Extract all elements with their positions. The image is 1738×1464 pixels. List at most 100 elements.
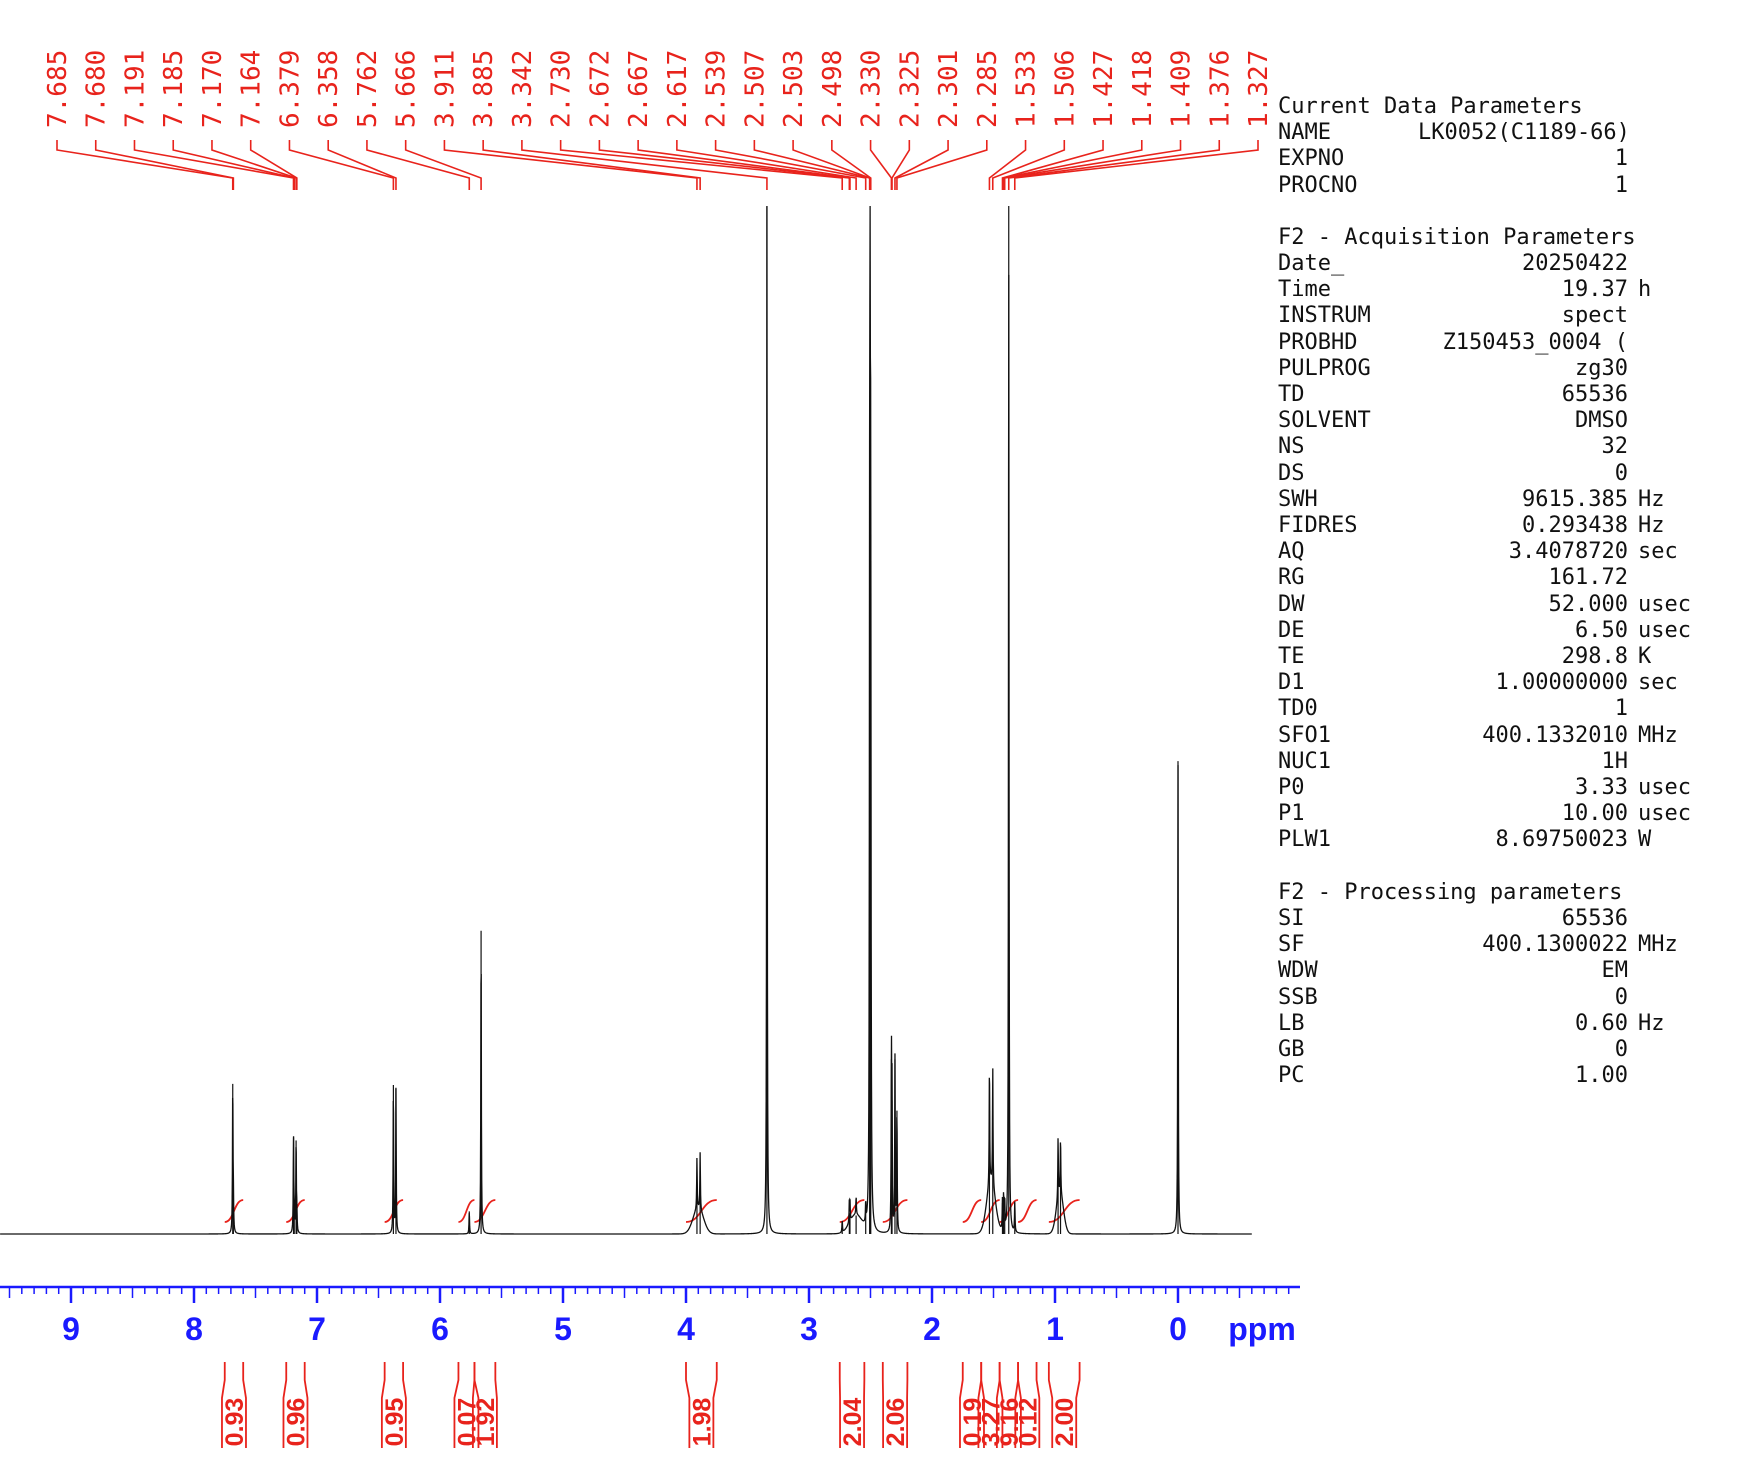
parameter-name: AQ (1278, 539, 1305, 565)
parameter-name: GB (1278, 1036, 1305, 1062)
parameter-group-title: Current Data Parameters (1278, 94, 1583, 119)
peak-leader-line (133, 140, 295, 190)
peak-leader-line (366, 140, 471, 190)
parameter-value: 1.00 (1575, 1063, 1628, 1089)
peak-label: 2.503 (779, 50, 809, 128)
integral-bracket (471, 1362, 498, 1448)
parameter-value: 0 (1614, 984, 1628, 1010)
parameter-name: PROCNO (1278, 172, 1358, 198)
parameter-unit: K (1638, 644, 1652, 670)
peak-leader-line (637, 140, 851, 190)
parameter-name: PULPROG (1278, 355, 1371, 381)
parameter-unit (1628, 906, 1638, 932)
peak-label: 2.730 (547, 50, 577, 128)
parameter-unit: usec (1638, 617, 1691, 643)
peak-leader-line (831, 140, 872, 190)
parameter-row: LB 0.60 Hz (1278, 1011, 1728, 1037)
parameter-row: PROBHD Z150453_0004 ( (1278, 330, 1728, 356)
parameter-unit: usec (1638, 591, 1691, 617)
parameter-name: P0 (1278, 775, 1305, 801)
peak-label: 7.685 (43, 50, 73, 128)
parameter-row: INSTRUM spect (1278, 303, 1728, 329)
parameter-value: 1.00000000 (1495, 670, 1628, 696)
parameter-unit (1628, 146, 1638, 172)
parameter-name: LB (1278, 1010, 1305, 1036)
parameter-name: FIDRES (1278, 513, 1358, 539)
axis-tick-label: 8 (185, 1311, 203, 1347)
parameter-name: WDW (1278, 958, 1318, 984)
integral-bracket (1047, 1362, 1081, 1448)
peak-leader-line (988, 140, 1027, 190)
parameter-name: SF (1278, 932, 1305, 958)
peak-leader-line (404, 140, 482, 190)
integral-bracket (838, 1362, 866, 1448)
parameter-name: NUC1 (1278, 748, 1331, 774)
parameter-value: 0 (1614, 1036, 1628, 1062)
parameter-unit (1628, 356, 1638, 382)
parameter-row: FIDRES 0.293438 Hz (1278, 513, 1728, 539)
peak-label: 2.285 (973, 50, 1003, 128)
integral-value: 0.07 (453, 1398, 481, 1447)
integral-bracket (881, 1362, 909, 1448)
parameter-value: 0.60 (1575, 1010, 1628, 1036)
parameter-group-title: F2 - Acquisition Parameters (1278, 224, 1636, 250)
peak-leader-line (521, 140, 768, 190)
peak-label: 2.498 (818, 50, 848, 128)
parameter-name: SI (1278, 905, 1305, 931)
parameter-value: spect (1561, 303, 1628, 329)
parameter-unit: Hz (1638, 1010, 1665, 1036)
parameter-unit (1628, 251, 1638, 277)
peak-label: 2.507 (740, 50, 770, 128)
axis-tick-label: 9 (62, 1311, 80, 1347)
parameter-name: PLW1 (1278, 827, 1331, 853)
parameter-name: EXPNO (1278, 146, 1345, 172)
parameter-name: P1 (1278, 801, 1305, 827)
peak-label: 6.379 (275, 50, 305, 128)
parameter-name: DE (1278, 617, 1305, 643)
peak-leader-line (211, 140, 297, 190)
parameter-row: NUC1 1H (1278, 749, 1728, 775)
parameter-unit: MHz (1638, 722, 1678, 748)
peak-leader-line (891, 140, 911, 190)
integral-curve (962, 1199, 982, 1223)
parameter-row: NS 32 (1278, 434, 1728, 460)
axis-tick-label: 6 (431, 1311, 449, 1347)
parameter-unit (1628, 434, 1638, 460)
parameter-unit (1628, 382, 1638, 408)
axis-tick-label: 7 (308, 1311, 326, 1347)
peak-leader-line (482, 140, 701, 190)
integral-bracket (1014, 1362, 1041, 1448)
integral-value: 0.96 (282, 1398, 310, 1447)
parameter-row: P0 3.33 usec (1278, 775, 1728, 801)
peak-label: 2.301 (934, 50, 964, 128)
parameter-row: DW 52.000 usec (1278, 592, 1728, 618)
parameter-value: 6.50 (1575, 617, 1628, 643)
peak-label: 2.672 (585, 50, 615, 128)
integral-value: 2.00 (1051, 1398, 1079, 1447)
parameter-name: TD0 (1278, 696, 1318, 722)
peak-leader-line (1001, 140, 1104, 190)
parameter-row: SFO1 400.1332010 MHz (1278, 723, 1728, 749)
parameter-unit (1628, 303, 1638, 329)
parameter-value: DMSO (1575, 408, 1628, 434)
peak-leader-line (894, 140, 949, 190)
parameter-panel: Current Data Parameters NAME LK0052(C1189… (1278, 94, 1728, 1115)
parameter-value: 400.1300022 (1482, 932, 1628, 958)
peak-label: 2.667 (624, 50, 654, 128)
axis-tick-label: 1 (1046, 1311, 1064, 1347)
integral-label-layer: 0.93 0.96 0.95 0.071.92 1.98 2.04 2.06 0.193.27… (221, 1362, 1081, 1448)
parameter-value: 298.8 (1561, 644, 1628, 670)
integral-value: 0.93 (221, 1398, 249, 1447)
parameter-name: SWH (1278, 486, 1318, 512)
integral-value: 2.06 (882, 1398, 910, 1447)
peak-leader-line (869, 140, 893, 190)
parameter-name: DS (1278, 460, 1305, 486)
peak-label: 6.358 (314, 50, 344, 128)
parameter-unit (1628, 1037, 1638, 1063)
peak-label: 1.327 (1244, 50, 1274, 128)
parameter-row: DS 0 (1278, 461, 1728, 487)
parameter-value: 20250422 (1522, 251, 1628, 277)
peak-label: 1.533 (1012, 50, 1042, 128)
peak-label: 2.539 (702, 50, 732, 128)
parameter-value: 10.00 (1561, 801, 1628, 827)
